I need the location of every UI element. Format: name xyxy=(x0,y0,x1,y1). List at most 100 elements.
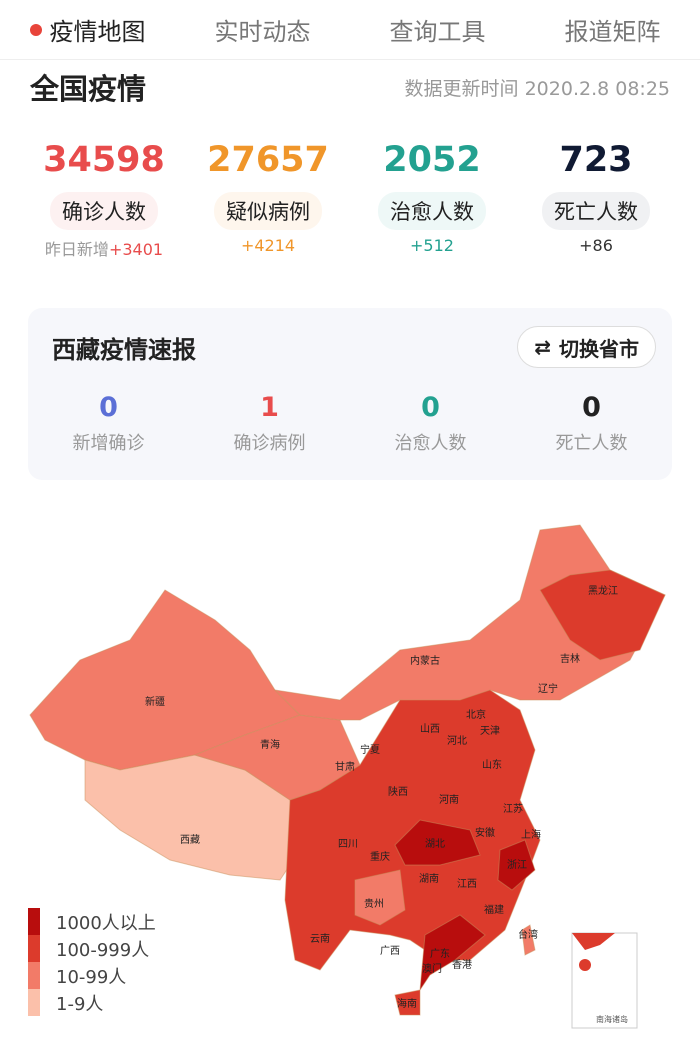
province-label: 陕西 xyxy=(388,785,408,798)
stat-label: 治愈人数 xyxy=(394,433,467,454)
stat-value: 27657 xyxy=(207,140,329,180)
legend-swatch xyxy=(28,908,40,935)
tab-epidemic-map[interactable]: 疫情地图 xyxy=(0,0,175,59)
stat-label: 疑似病例 xyxy=(214,192,322,230)
top-tabs: 疫情地图 实时动态 查询工具 报道矩阵 xyxy=(0,0,700,60)
legend-item: 10-99人 xyxy=(28,962,156,989)
province-label: 台湾 xyxy=(518,928,538,941)
province-label: 天津 xyxy=(480,725,500,737)
swap-arrows-icon: ⇄ xyxy=(534,335,551,359)
province-label: 香港 xyxy=(452,959,472,971)
province-stat-deaths: 0 死亡人数 xyxy=(511,392,672,455)
province-label: 湖南 xyxy=(419,872,439,885)
south-china-sea-inset: 南海诸岛 xyxy=(571,932,638,1029)
province-label: 青海 xyxy=(260,738,280,751)
section-title: 全国疫情 xyxy=(30,72,147,106)
legend-label: 1-9人 xyxy=(56,993,104,1015)
tab-label: 疫情地图 xyxy=(49,18,146,46)
stat-value: 723 xyxy=(559,140,633,180)
stat-delta: +4214 xyxy=(240,236,296,255)
stat-value: 0 xyxy=(99,392,118,423)
province-label: 吉林 xyxy=(560,652,580,665)
province-label: 西藏 xyxy=(180,834,200,846)
tab-report-matrix[interactable]: 报道矩阵 xyxy=(525,0,700,59)
stat-label: 确诊病例 xyxy=(233,433,306,454)
stat-delta: +512 xyxy=(410,236,454,255)
province-label: 浙江 xyxy=(507,859,527,871)
province-label: 河南 xyxy=(439,793,459,806)
legend-item: 100-999人 xyxy=(28,935,156,962)
stat-cured: 2052 治愈人数 +512 xyxy=(350,140,514,260)
province-label: 山东 xyxy=(482,758,502,771)
national-stats: 34598 确诊人数 昨日新增+3401 27657 疑似病例 +4214 20… xyxy=(0,140,700,260)
province-label: 辽宁 xyxy=(538,682,558,695)
province-label: 北京 xyxy=(466,708,486,721)
switch-province-button[interactable]: ⇄ 切换省市 xyxy=(517,326,656,368)
stat-label: 死亡人数 xyxy=(542,192,650,230)
province-label: 四川 xyxy=(338,839,358,850)
province-label: 广西 xyxy=(380,945,400,957)
province-label: 福建 xyxy=(484,903,504,916)
province-label: 海南 xyxy=(397,997,417,1010)
stat-label: 治愈人数 xyxy=(378,192,486,230)
province-title: 西藏疫情速报 xyxy=(52,336,196,364)
update-time: 数据更新时间 2020.2.8 08:25 xyxy=(404,78,670,100)
stat-value: 0 xyxy=(582,392,601,423)
tab-query-tools[interactable]: 查询工具 xyxy=(350,0,525,59)
province-label: 河北 xyxy=(447,735,467,747)
stat-delta-prefix: 昨日新增 xyxy=(44,240,109,259)
switch-label: 切换省市 xyxy=(559,336,639,361)
province-label: 广东 xyxy=(430,947,450,960)
region-hainan xyxy=(394,989,421,1016)
province-label: 澳门 xyxy=(422,962,442,975)
region-zhejiang xyxy=(497,839,536,891)
legend-item: 1000人以上 xyxy=(28,908,156,935)
map-legend: 1000人以上 100-999人 10-99人 1-9人 xyxy=(28,908,156,1016)
province-label: 甘肃 xyxy=(335,760,355,773)
stat-label: 新增确诊 xyxy=(72,433,145,454)
stat-label: 确诊人数 xyxy=(50,192,158,230)
stat-value: 34598 xyxy=(43,140,165,180)
province-label: 湖北 xyxy=(425,838,445,850)
stat-label: 死亡人数 xyxy=(555,433,628,454)
tab-label: 查询工具 xyxy=(389,18,486,46)
tab-realtime[interactable]: 实时动态 xyxy=(175,0,350,59)
stat-value: 1 xyxy=(260,392,279,423)
province-label: 安徽 xyxy=(475,826,495,839)
province-label: 山西 xyxy=(420,723,440,735)
legend-label: 100-999人 xyxy=(56,939,150,961)
legend-label: 1000人以上 xyxy=(56,912,156,934)
stat-value: 2052 xyxy=(383,140,481,180)
region-north xyxy=(273,524,666,721)
inset-label: 南海诸岛 xyxy=(596,1014,628,1024)
region-guizhou xyxy=(354,869,406,926)
tab-label: 实时动态 xyxy=(214,18,311,46)
province-label: 贵州 xyxy=(364,897,384,910)
tab-label: 报道矩阵 xyxy=(564,18,661,46)
stat-suspected: 27657 疑似病例 +4214 xyxy=(186,140,350,260)
region-heilongjiang xyxy=(539,569,666,661)
province-label: 江苏 xyxy=(503,802,523,815)
stat-delta: +86 xyxy=(579,236,613,255)
province-stat-confirmed: 1 确诊病例 xyxy=(189,392,350,455)
legend-swatch xyxy=(28,962,40,989)
legend-item: 1-9人 xyxy=(28,989,156,1016)
legend-label: 10-99人 xyxy=(56,966,127,988)
province-stat-new: 0 新增确诊 xyxy=(28,392,189,455)
legend-swatch xyxy=(28,989,40,1016)
province-label: 上海 xyxy=(521,828,541,841)
stat-delta: +3401 xyxy=(108,240,164,259)
stat-value: 0 xyxy=(421,392,440,423)
legend-swatch xyxy=(28,935,40,962)
province-label: 重庆 xyxy=(370,850,390,863)
region-hubei xyxy=(394,819,481,866)
region-taiwan xyxy=(521,924,536,956)
province-label: 内蒙古 xyxy=(410,654,440,667)
province-label: 云南 xyxy=(310,932,330,945)
province-label: 江西 xyxy=(457,878,477,890)
province-label: 宁夏 xyxy=(360,743,380,756)
province-label: 新疆 xyxy=(145,695,165,708)
active-dot-icon xyxy=(29,23,42,36)
stat-deaths: 723 死亡人数 +86 xyxy=(514,140,678,260)
